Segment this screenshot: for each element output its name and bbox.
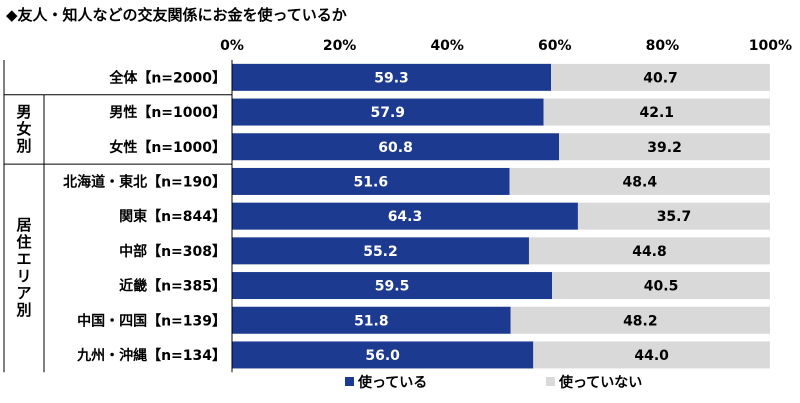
chart-title: ◆友人・知人などの交友関係にお金を使っているか (6, 6, 347, 24)
category-label: 中国・四国【n=139】 (77, 312, 226, 329)
data-label: 51.6 (354, 174, 389, 190)
category-label: 九州・沖縄【n=134】 (76, 347, 226, 364)
group-label: 男女別 (15, 103, 31, 155)
x-tick-label: 40% (430, 38, 464, 54)
category-label: 関東【n=844】 (119, 208, 226, 225)
group-label-char: 男 (16, 103, 31, 121)
data-label: 56.0 (365, 348, 400, 364)
x-tick-label: 60% (538, 38, 572, 54)
bar-not-used (528, 237, 770, 265)
bar-used (232, 63, 552, 91)
bar-used (232, 202, 578, 230)
group-label-char: リ (16, 267, 31, 285)
data-label: 64.3 (388, 209, 423, 225)
group-label-char: 女 (16, 120, 31, 138)
data-label: 59.3 (374, 70, 409, 86)
bar-not-used (559, 133, 770, 161)
data-label: 39.2 (647, 140, 682, 156)
data-label: 44.8 (632, 244, 667, 260)
data-label: 51.8 (354, 313, 389, 329)
category-label: 全体【n=2000】 (108, 69, 226, 86)
group-label-char: ア (16, 284, 31, 302)
bar-not-used (577, 202, 770, 230)
data-label: 35.7 (657, 209, 692, 225)
x-tick-label: 0% (220, 38, 244, 54)
x-tick-label: 20% (323, 38, 357, 54)
bar-not-used (509, 167, 770, 195)
group-label-char: エ (16, 250, 31, 268)
group-label-char: 住 (16, 233, 31, 251)
bar-not-used (552, 272, 770, 300)
legend-label: 使っている (357, 374, 427, 391)
legend-swatch (345, 377, 354, 386)
data-label: 57.9 (370, 105, 405, 121)
data-label: 60.8 (378, 140, 413, 156)
data-label: 42.1 (639, 105, 674, 121)
bar-used (232, 98, 544, 126)
bar-used (232, 341, 534, 369)
x-tick-label: 100% (749, 38, 792, 54)
bar-not-used (543, 98, 770, 126)
bar-not-used (510, 306, 770, 334)
data-label: 40.7 (643, 70, 678, 86)
bar-used (232, 167, 510, 195)
data-label: 44.0 (634, 348, 669, 364)
legend-swatch (546, 377, 555, 386)
data-label: 48.2 (623, 313, 658, 329)
group-label-char: 別 (15, 137, 31, 155)
category-label: 北海道・東北【n=190】 (63, 173, 226, 190)
bar-used (232, 306, 511, 334)
legend-label: 使っていない (558, 374, 642, 391)
data-label: 59.5 (375, 279, 410, 295)
x-tick-label: 80% (646, 38, 680, 54)
category-label: 女性【n=1000】 (109, 139, 226, 156)
group-label-char: 居 (16, 216, 31, 234)
bar-not-used (551, 63, 770, 91)
group-label-char: 別 (15, 301, 31, 319)
bar-used (232, 272, 553, 300)
bar-used (232, 133, 560, 161)
group-label: 居住エリア別 (15, 216, 31, 319)
category-label: 近畿【n=385】 (119, 278, 226, 295)
bar-not-used (533, 341, 770, 369)
bar-used (232, 237, 529, 265)
data-label: 40.5 (644, 279, 679, 295)
category-label: 中部【n=308】 (119, 243, 226, 260)
data-label: 48.4 (623, 174, 658, 190)
data-label: 55.2 (363, 244, 398, 260)
category-label: 男性【n=1000】 (109, 104, 226, 121)
